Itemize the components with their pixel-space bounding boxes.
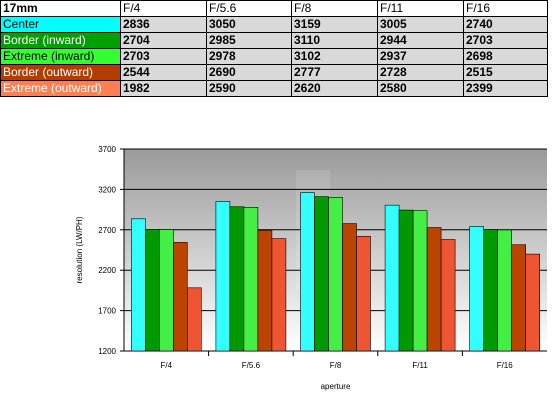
table-cell: 2937 xyxy=(377,48,464,65)
bar xyxy=(300,192,315,352)
table-cell: 2515 xyxy=(463,64,548,81)
row-label: Extreme (outward) xyxy=(0,80,121,97)
row-label: Extreme (inward) xyxy=(0,48,121,65)
y-tick-label: 1200 xyxy=(98,347,116,356)
x-tick-label: F/5.6 xyxy=(242,361,261,370)
table-cell: 2978 xyxy=(206,48,292,65)
table-cell: 2590 xyxy=(206,80,292,97)
y-tick-label: 2700 xyxy=(98,226,116,235)
bar xyxy=(483,229,499,352)
table-row: Border (inward) 2704 2985 3110 2944 2703 xyxy=(0,32,548,49)
column-header: F/11 xyxy=(377,0,464,17)
x-tick-label: F/16 xyxy=(497,361,514,370)
row-label: Border (inward) xyxy=(0,32,121,49)
bar xyxy=(497,229,513,352)
table-cell: 2985 xyxy=(206,32,292,49)
x-axis-label: aperture xyxy=(321,382,351,391)
x-tick-label: F/4 xyxy=(161,361,173,370)
table-cell: 2544 xyxy=(120,64,207,81)
table-cell: 3110 xyxy=(291,32,378,49)
table-cell: 2620 xyxy=(291,80,378,97)
bar xyxy=(412,210,428,352)
table-cell: 3005 xyxy=(377,16,464,33)
bar xyxy=(314,196,329,352)
column-header: F/5.6 xyxy=(206,0,292,17)
table-cell: 2728 xyxy=(377,64,464,81)
table-row: Extreme (inward) 2703 2978 3102 2937 2698 xyxy=(0,48,548,65)
bar xyxy=(511,244,527,352)
bar xyxy=(187,287,202,352)
y-tick-label: 1700 xyxy=(98,307,116,316)
focal-length-label: 17mm xyxy=(0,0,121,17)
table-cell: 3159 xyxy=(291,16,378,33)
table-cell: 2580 xyxy=(377,80,464,97)
bar xyxy=(173,242,188,352)
bar xyxy=(229,206,245,352)
bar xyxy=(525,253,541,352)
bar xyxy=(384,204,400,352)
results-table: 17mm F/4 F/5.6 F/8 F/11 F/16 Center 2836 3050 315… xyxy=(0,0,548,97)
y-tick-label: 2200 xyxy=(98,266,116,275)
table-cell: 1982 xyxy=(120,80,207,97)
row-label: Center xyxy=(0,16,121,33)
column-header: F/8 xyxy=(291,0,378,17)
bar xyxy=(342,223,357,352)
table-cell: 2399 xyxy=(463,80,548,97)
bar xyxy=(469,226,485,352)
table-cell: 2740 xyxy=(463,16,548,33)
y-tick-label: 3200 xyxy=(98,185,116,194)
y-tick-label: 3700 xyxy=(98,145,116,154)
row-label: Border (outward) xyxy=(0,64,121,81)
table-cell: 2944 xyxy=(377,32,464,49)
bar xyxy=(328,197,343,352)
table-cell: 2690 xyxy=(206,64,292,81)
bar xyxy=(159,229,174,352)
table-row: Extreme (outward) 1982 2590 2620 2580 2399 xyxy=(0,80,548,97)
bar xyxy=(131,218,146,352)
bar xyxy=(426,227,442,352)
y-axis-label: resolution (LW/PH) xyxy=(75,216,84,283)
bar xyxy=(215,201,231,352)
bar xyxy=(398,209,414,352)
resolution-bar-chart: 3700 3200 2700 2200 1700 1200 F/4 F/5.6 F/8 F/11 F… xyxy=(75,145,547,391)
table-cell: 2704 xyxy=(120,32,207,49)
table-row: Center 2836 3050 3159 3005 2740 xyxy=(0,16,548,33)
table-row: Border (outward) 2544 2690 2777 2728 2515 xyxy=(0,64,548,81)
table-cell: 2836 xyxy=(120,16,207,33)
bar xyxy=(257,230,273,352)
bar xyxy=(440,239,456,352)
bar xyxy=(356,235,371,352)
table-cell: 2777 xyxy=(291,64,378,81)
column-header: F/16 xyxy=(463,0,548,17)
x-tick-label: F/11 xyxy=(412,361,428,370)
bar xyxy=(243,207,259,352)
column-header: F/4 xyxy=(120,0,207,17)
table-cell: 2703 xyxy=(120,48,207,65)
table-header-row: 17mm F/4 F/5.6 F/8 F/11 F/16 xyxy=(0,0,548,17)
bar xyxy=(145,229,160,352)
table-cell: 2703 xyxy=(463,32,548,49)
table-cell: 3050 xyxy=(206,16,292,33)
x-tick-label: F/8 xyxy=(330,361,342,370)
table-cell: 3102 xyxy=(291,48,378,65)
table-cell: 2698 xyxy=(463,48,548,65)
bar xyxy=(271,238,287,352)
